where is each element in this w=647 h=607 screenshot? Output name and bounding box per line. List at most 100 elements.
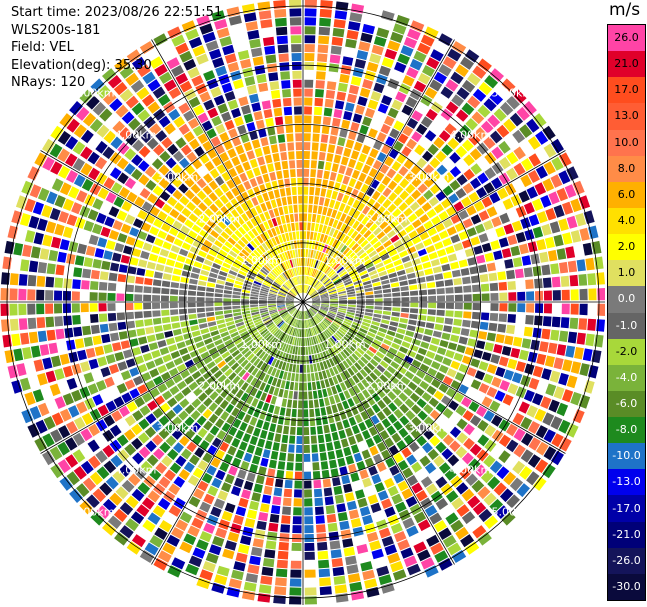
range-gate xyxy=(285,187,292,196)
range-gate xyxy=(278,143,287,152)
range-gate xyxy=(363,338,372,345)
range-gate xyxy=(152,407,164,419)
range-gate xyxy=(249,158,258,169)
range-gate xyxy=(401,297,410,302)
range-gate xyxy=(489,400,501,412)
range-gate xyxy=(253,186,261,196)
range-gate xyxy=(41,204,53,218)
range-gate xyxy=(285,315,292,323)
range-gate xyxy=(250,355,258,364)
range-gate xyxy=(199,23,214,35)
range-gate xyxy=(242,67,254,78)
range-gate xyxy=(387,514,400,526)
range-gate xyxy=(251,492,261,502)
range-gate xyxy=(393,408,404,419)
range-gate xyxy=(184,177,195,188)
range-gate xyxy=(424,87,438,99)
range-gate xyxy=(293,391,298,400)
range-gate xyxy=(50,429,63,443)
range-gate xyxy=(216,319,225,325)
range-gate xyxy=(245,210,254,219)
range-gate xyxy=(362,116,372,127)
colorbar-swatch xyxy=(608,390,645,418)
range-gate xyxy=(389,321,399,327)
range-gate xyxy=(344,280,353,286)
range-gate xyxy=(364,578,378,589)
range-gate xyxy=(325,505,336,515)
range-gate xyxy=(438,230,449,240)
range-gate xyxy=(360,183,369,194)
range-gate xyxy=(383,225,393,234)
range-gate xyxy=(219,441,230,452)
range-gate xyxy=(345,427,354,437)
range-gate xyxy=(314,250,320,260)
range-gate xyxy=(105,114,119,128)
range-gate xyxy=(409,290,419,296)
range-gate xyxy=(171,527,184,539)
range-gate xyxy=(504,258,514,269)
range-gate xyxy=(134,196,145,208)
range-gate xyxy=(444,468,457,481)
range-gate xyxy=(235,552,248,563)
range-gate xyxy=(304,35,316,44)
range-gate xyxy=(170,350,181,359)
range-gate xyxy=(576,332,586,345)
range-gate xyxy=(371,473,382,485)
range-gate xyxy=(410,571,425,584)
range-gate xyxy=(342,275,350,282)
range-gate xyxy=(317,334,323,343)
range-gate xyxy=(126,275,136,284)
range-gate xyxy=(134,294,143,301)
range-gate xyxy=(329,294,338,298)
range-gate xyxy=(141,497,155,510)
range-gate xyxy=(343,205,351,214)
range-gate xyxy=(226,587,240,598)
range-gate xyxy=(255,336,263,344)
range-gate xyxy=(258,466,267,476)
range-gate xyxy=(470,320,480,329)
range-gate xyxy=(498,281,508,291)
range-gate xyxy=(416,469,428,481)
range-gate xyxy=(283,106,292,116)
range-gate xyxy=(54,396,66,409)
range-gate xyxy=(566,423,579,438)
range-gate xyxy=(162,390,173,401)
range-gate xyxy=(223,140,233,151)
range-gate xyxy=(57,130,71,145)
range-gate xyxy=(527,136,541,150)
range-gate xyxy=(117,419,129,432)
range-gate xyxy=(83,336,93,347)
range-gate xyxy=(231,437,241,448)
range-gate xyxy=(316,71,326,80)
range-gate xyxy=(505,455,518,469)
range-gate xyxy=(417,519,431,532)
range-gate xyxy=(392,569,407,581)
range-gate xyxy=(417,549,431,562)
range-gate xyxy=(318,443,326,453)
range-gate xyxy=(154,325,163,333)
range-gate xyxy=(251,285,261,291)
range-gate xyxy=(268,190,275,200)
range-gate xyxy=(374,294,383,298)
range-gate xyxy=(181,353,191,362)
range-gate xyxy=(362,23,375,35)
range-gate xyxy=(570,289,579,301)
range-gate xyxy=(373,313,382,319)
range-gate xyxy=(314,354,319,363)
range-gate xyxy=(160,302,169,309)
range-gate xyxy=(352,374,360,384)
range-gate xyxy=(137,209,148,220)
range-gate xyxy=(552,290,561,301)
range-gate xyxy=(327,286,335,291)
range-gate xyxy=(419,137,431,149)
range-gate xyxy=(33,232,44,245)
range-gate xyxy=(267,126,276,136)
range-gate xyxy=(473,200,485,212)
range-gate xyxy=(62,198,74,211)
range-gate xyxy=(265,117,274,127)
range-gate xyxy=(303,409,309,418)
range-gate xyxy=(436,347,447,356)
range-gate xyxy=(489,68,504,82)
range-gate xyxy=(275,319,283,326)
range-gate xyxy=(49,143,63,158)
